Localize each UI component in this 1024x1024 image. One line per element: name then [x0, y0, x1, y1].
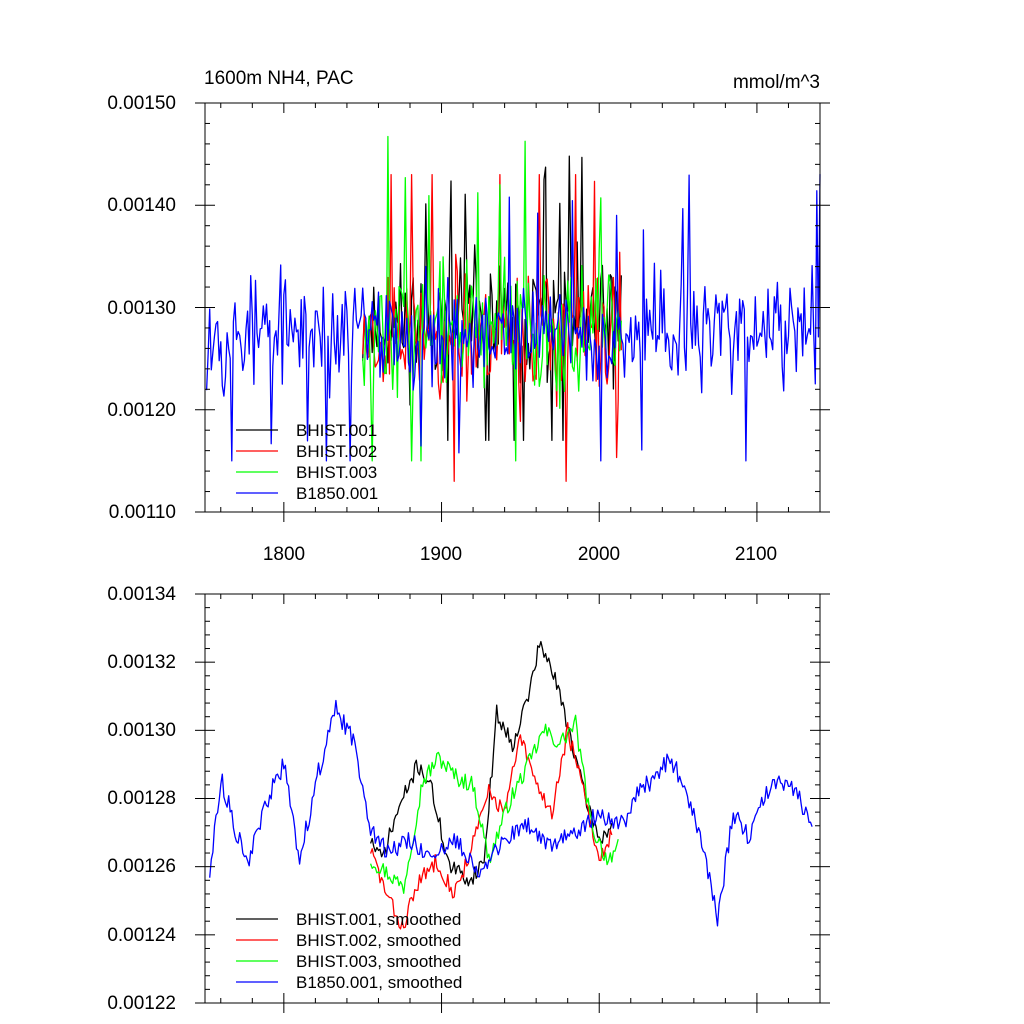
- y-tick-label: 0.00110: [109, 502, 176, 523]
- legend-label: BHIST.003: [296, 463, 377, 482]
- x-tick-label: 2100: [735, 544, 777, 565]
- x-tick-label: 1900: [420, 544, 462, 565]
- legend-label: B1850.001, smoothed: [296, 973, 462, 992]
- y-tick-label: 0.00140: [107, 195, 176, 216]
- y-tick-label: 0.00134: [107, 584, 176, 605]
- series-line-b1850-001: [205, 174, 821, 462]
- y-tick-label: 0.00126: [107, 856, 176, 877]
- series-line-bhist-002-smoothed: [369, 722, 613, 930]
- y-tick-label: 0.00120: [107, 400, 176, 421]
- y-tick-label: 0.00128: [107, 788, 176, 809]
- bottom-series-group: [209, 640, 813, 930]
- top-panel: 1600m NH4, PAC mmol/m^3 0.00150 0.00140 …: [107, 68, 830, 565]
- bottom-axis-ticks: [195, 593, 830, 1013]
- series-line-b1850-001-smoothed: [209, 699, 813, 927]
- legend-label: BHIST.003, smoothed: [296, 952, 461, 971]
- top-series-group: [205, 135, 821, 482]
- series-line-bhist-003: [362, 135, 622, 462]
- y-tick-label: 0.00124: [107, 925, 176, 946]
- legend-label: B1850.001: [296, 484, 378, 503]
- legend-label: BHIST.002, smoothed: [296, 931, 461, 950]
- y-tick-label: 0.00150: [107, 93, 176, 114]
- y-tick-label: 0.00130: [107, 720, 176, 741]
- units-label: mmol/m^3: [733, 72, 820, 93]
- x-tick-label: 2000: [578, 544, 620, 565]
- top-plot-frame: [204, 102, 821, 513]
- bottom-panel: 0.00134 0.00132 0.00130 0.00128 0.00126 …: [107, 584, 830, 1014]
- bottom-legend: BHIST.001, smoothed BHIST.002, smoothed …: [236, 910, 462, 992]
- legend-label: BHIST.001: [296, 421, 377, 440]
- y-tick-label: 0.00130: [107, 298, 176, 319]
- x-tick-label: 1800: [263, 544, 305, 565]
- top-legend: BHIST.001 BHIST.002 BHIST.003 B1850.001: [236, 421, 378, 503]
- y-tick-label: 0.00132: [107, 652, 176, 673]
- bottom-plot-frame: [204, 593, 821, 1004]
- legend-label: BHIST.001, smoothed: [296, 910, 461, 929]
- legend-label: BHIST.002: [296, 442, 377, 461]
- y-tick-label: 0.00122: [107, 993, 176, 1014]
- chart-title: 1600m NH4, PAC: [204, 68, 354, 89]
